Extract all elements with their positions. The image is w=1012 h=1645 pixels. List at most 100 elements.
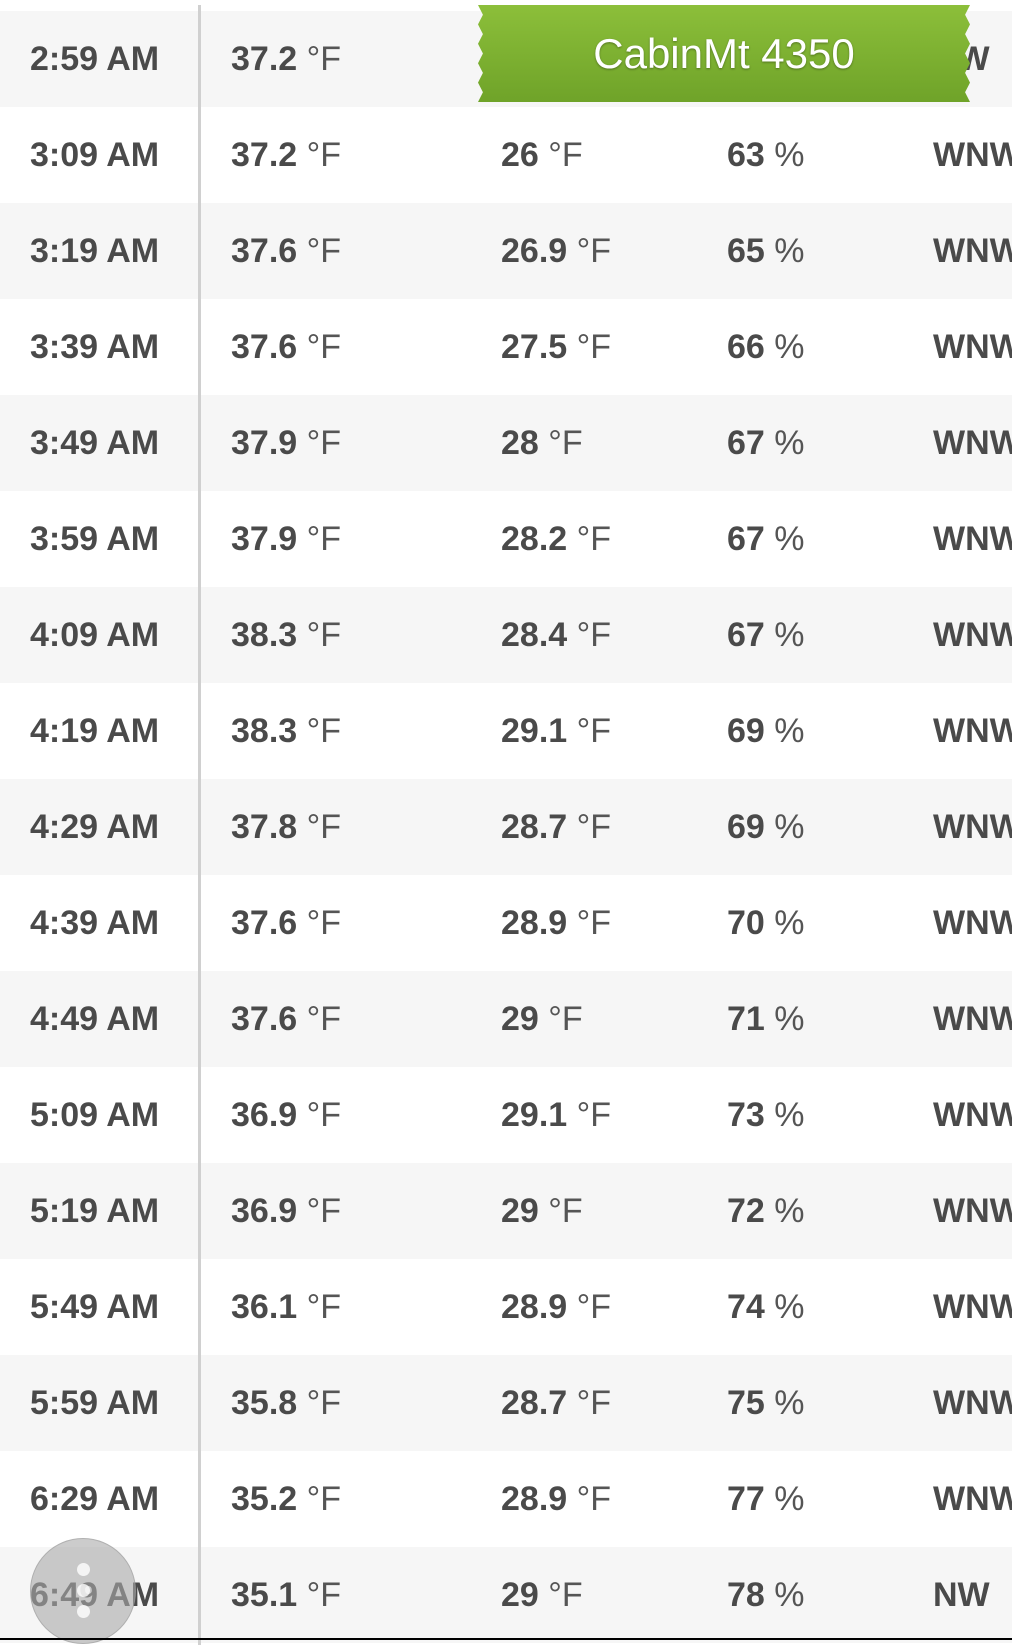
dewpoint-cell-unit: °F bbox=[576, 1288, 612, 1326]
humidity-cell-value: 69 bbox=[727, 808, 765, 846]
temperature-cell-value: 35.1 bbox=[231, 1576, 298, 1614]
temperature-cell: 37.8 °F bbox=[231, 779, 341, 875]
table-row[interactable]: 5:19 AM 36.9 °F 29 °F 72 % WNW bbox=[0, 1163, 1012, 1259]
dewpoint-cell: 28.2 °F bbox=[501, 491, 611, 587]
temperature-cell-value: 36.9 bbox=[231, 1192, 298, 1230]
dewpoint-cell-unit: °F bbox=[548, 1576, 583, 1614]
dewpoint-cell-value: 28 bbox=[501, 424, 539, 462]
wind-direction-cell: WNW bbox=[933, 808, 1012, 846]
more-options-button[interactable] bbox=[30, 1538, 136, 1644]
time-cell: 2:59 AM bbox=[30, 40, 160, 78]
temperature-cell-unit: °F bbox=[306, 328, 342, 366]
table-row[interactable]: 5:59 AM 35.8 °F 28.7 °F 75 % WNW bbox=[0, 1355, 1012, 1451]
dewpoint-cell-value: 29 bbox=[501, 1576, 539, 1614]
dewpoint-cell-unit: °F bbox=[576, 1096, 612, 1134]
station-banner[interactable]: CabinMt 4350 bbox=[478, 5, 970, 102]
humidity-cell: 65 % bbox=[727, 203, 805, 299]
temperature-cell: 38.3 °F bbox=[231, 683, 341, 779]
temperature-cell-value: 37.6 bbox=[231, 904, 298, 942]
humidity-cell-unit: % bbox=[774, 136, 805, 174]
temperature-cell-unit: °F bbox=[306, 1192, 342, 1230]
humidity-cell-unit: % bbox=[774, 232, 805, 270]
table-row[interactable]: 4:29 AM 37.8 °F 28.7 °F 69 % WNW bbox=[0, 779, 1012, 875]
temperature-cell-value: 37.2 bbox=[231, 136, 298, 174]
temperature-cell-unit: °F bbox=[306, 1288, 342, 1326]
humidity-cell-unit: % bbox=[774, 1384, 805, 1422]
humidity-cell-unit: % bbox=[774, 904, 805, 942]
humidity-cell: 72 % bbox=[727, 1163, 805, 1259]
table-row[interactable]: 6:29 AM 35.2 °F 28.9 °F 77 % WNW bbox=[0, 1451, 1012, 1547]
dewpoint-cell-unit: °F bbox=[576, 232, 612, 270]
temperature-cell: 37.2 °F bbox=[231, 107, 341, 203]
table-row[interactable]: 5:09 AM 36.9 °F 29.1 °F 73 % WNW bbox=[0, 1067, 1012, 1163]
humidity-cell-value: 75 bbox=[727, 1384, 765, 1422]
humidity-cell: 74 % bbox=[727, 1259, 805, 1355]
more-vert-icon-dot bbox=[77, 1563, 90, 1576]
temperature-cell: 36.1 °F bbox=[231, 1259, 341, 1355]
dewpoint-cell-value: 28.9 bbox=[501, 904, 568, 942]
humidity-cell: 75 % bbox=[727, 1355, 805, 1451]
wind-direction-cell: WNW bbox=[933, 232, 1012, 270]
table-row[interactable]: 3:59 AM 37.9 °F 28.2 °F 67 % WNW bbox=[0, 491, 1012, 587]
temperature-cell: 37.2 °F bbox=[231, 11, 341, 107]
temperature-cell: 35.1 °F bbox=[231, 1547, 341, 1643]
humidity-cell-unit: % bbox=[774, 1576, 805, 1614]
table-row[interactable]: 4:39 AM 37.6 °F 28.9 °F 70 % WNW bbox=[0, 875, 1012, 971]
time-cell: 4:29 AM bbox=[30, 808, 160, 846]
table-row[interactable]: 3:09 AM 37.2 °F 26 °F 63 % WNW bbox=[0, 107, 1012, 203]
temperature-cell-value: 38.3 bbox=[231, 712, 298, 750]
dewpoint-cell-value: 28.7 bbox=[501, 808, 568, 846]
wind-direction-cell: WNW bbox=[933, 1192, 1012, 1230]
dewpoint-cell-value: 28.9 bbox=[501, 1288, 568, 1326]
table-row[interactable]: 3:39 AM 37.6 °F 27.5 °F 66 % WNW bbox=[0, 299, 1012, 395]
temperature-cell-value: 37.6 bbox=[231, 232, 298, 270]
dewpoint-cell: 28.7 °F bbox=[501, 1355, 611, 1451]
temperature-cell-value: 38.3 bbox=[231, 616, 298, 654]
table-row[interactable]: 4:09 AM 38.3 °F 28.4 °F 67 % WNW bbox=[0, 587, 1012, 683]
dewpoint-cell-unit: °F bbox=[548, 1000, 583, 1038]
table-row[interactable]: 3:49 AM 37.9 °F 28 °F 67 % WNW bbox=[0, 395, 1012, 491]
dewpoint-cell-unit: °F bbox=[576, 328, 612, 366]
temperature-cell: 37.6 °F bbox=[231, 971, 341, 1067]
station-name: CabinMt 4350 bbox=[593, 29, 855, 77]
temperature-cell-unit: °F bbox=[306, 616, 342, 654]
humidity-cell-value: 72 bbox=[727, 1192, 765, 1230]
temperature-cell-unit: °F bbox=[306, 1384, 342, 1422]
dewpoint-cell: 29 °F bbox=[501, 1547, 583, 1643]
dewpoint-cell-value: 28.4 bbox=[501, 616, 568, 654]
dewpoint-cell-value: 26 bbox=[501, 136, 539, 174]
humidity-cell: 67 % bbox=[727, 491, 805, 587]
humidity-cell: 67 % bbox=[727, 395, 805, 491]
wind-direction-cell: WNW bbox=[933, 520, 1012, 558]
wind-direction-cell: WNW bbox=[933, 904, 1012, 942]
temperature-cell-unit: °F bbox=[306, 1576, 342, 1614]
wind-direction-cell: WNW bbox=[933, 1480, 1012, 1518]
wind-direction-cell: WNW bbox=[933, 1384, 1012, 1422]
dewpoint-cell-unit: °F bbox=[576, 1384, 612, 1422]
table-row[interactable]: 4:49 AM 37.6 °F 29 °F 71 % WNW bbox=[0, 971, 1012, 1067]
humidity-cell-unit: % bbox=[774, 712, 805, 750]
temperature-cell-value: 37.2 bbox=[231, 40, 298, 78]
temperature-cell: 37.9 °F bbox=[231, 395, 341, 491]
humidity-cell-value: 78 bbox=[727, 1576, 765, 1614]
humidity-cell-value: 67 bbox=[727, 616, 765, 654]
humidity-cell-value: 71 bbox=[727, 1000, 765, 1038]
table-row[interactable]: 5:49 AM 36.1 °F 28.9 °F 74 % WNW bbox=[0, 1259, 1012, 1355]
time-cell: 3:49 AM bbox=[30, 424, 160, 462]
humidity-cell: 69 % bbox=[727, 779, 805, 875]
humidity-cell: 69 % bbox=[727, 683, 805, 779]
dewpoint-cell: 29.1 °F bbox=[501, 1067, 611, 1163]
more-vert-icon-dot bbox=[77, 1605, 90, 1618]
temperature-cell-unit: °F bbox=[306, 40, 342, 78]
temperature-cell-value: 36.9 bbox=[231, 1096, 298, 1134]
table-row[interactable]: 3:19 AM 37.6 °F 26.9 °F 65 % WNW bbox=[0, 203, 1012, 299]
dewpoint-cell-value: 29.1 bbox=[501, 1096, 568, 1134]
table-row[interactable]: 4:19 AM 38.3 °F 29.1 °F 69 % WNW bbox=[0, 683, 1012, 779]
dewpoint-cell: 28.7 °F bbox=[501, 779, 611, 875]
dewpoint-cell-unit: °F bbox=[548, 136, 583, 174]
humidity-cell-value: 74 bbox=[727, 1288, 765, 1326]
time-cell: 5:09 AM bbox=[30, 1096, 160, 1134]
temperature-cell: 35.8 °F bbox=[231, 1355, 341, 1451]
